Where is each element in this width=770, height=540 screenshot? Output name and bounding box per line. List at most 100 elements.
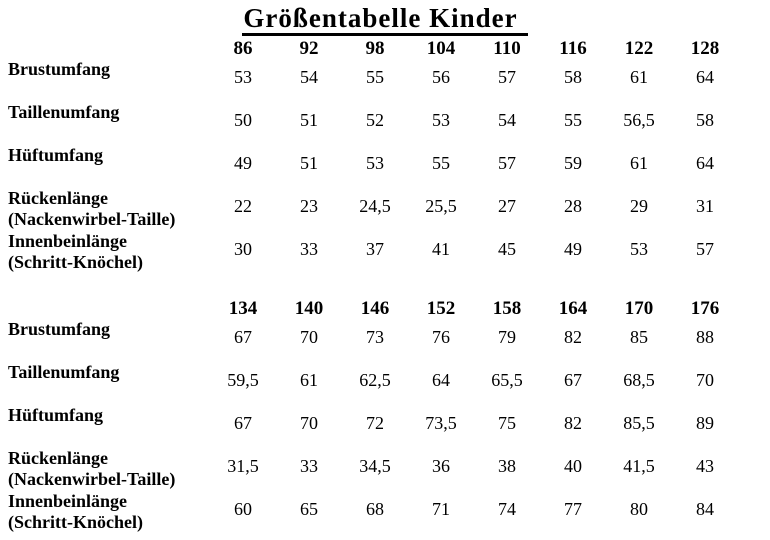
value-cell: 84 bbox=[696, 499, 714, 519]
value-cell: 68 bbox=[366, 499, 384, 519]
value-cell: 61 bbox=[630, 153, 648, 173]
value-cell: 52 bbox=[366, 110, 384, 130]
measurement-label: Brustumfang bbox=[0, 318, 210, 361]
measurement-label: Taillenumfang bbox=[0, 101, 210, 144]
value-cell: 67 bbox=[234, 327, 252, 347]
value-cell: 45 bbox=[498, 239, 516, 259]
measurement-row: Rückenlänge (Nackenwirbel-Taille) 31,5 33 34… bbox=[0, 447, 738, 490]
measurement-label: Taillenumfang bbox=[0, 361, 210, 404]
value-cell: 53 bbox=[234, 67, 252, 87]
size-header-cell: 110 bbox=[493, 38, 521, 59]
value-cell: 73 bbox=[366, 327, 384, 347]
value-cell: 51 bbox=[300, 153, 318, 173]
size-header-cell: 116 bbox=[559, 38, 587, 59]
value-cell: 59,5 bbox=[227, 370, 259, 390]
value-cell: 59 bbox=[564, 153, 582, 173]
measurement-label-line: (Nackenwirbel-Taille) bbox=[8, 469, 176, 489]
page-title: Größentabelle Kinder bbox=[0, 0, 770, 36]
measurement-label-line: Rückenlänge bbox=[8, 188, 109, 208]
value-cell: 71 bbox=[432, 499, 450, 519]
value-cell: 57 bbox=[498, 67, 516, 87]
size-header-cell: 122 bbox=[624, 38, 654, 59]
size-header-cell: 104 bbox=[426, 38, 456, 59]
measurement-row: Taillenumfang 59,5 61 62,5 64 65,5 67 68,5 70 bbox=[0, 361, 738, 404]
value-cell: 33 bbox=[300, 239, 318, 259]
size-table: 86 92 98 104 110 116 122 128 Brustumfang 53 54 55 56… bbox=[0, 36, 738, 533]
value-cell: 54 bbox=[300, 67, 318, 87]
value-cell: 60 bbox=[234, 499, 252, 519]
value-cell: 30 bbox=[234, 239, 252, 259]
measurement-label-line: Brustumfang bbox=[8, 319, 111, 339]
value-cell: 61 bbox=[630, 67, 648, 87]
value-cell: 74 bbox=[498, 499, 516, 519]
value-cell: 29 bbox=[630, 196, 648, 216]
value-cell: 34,5 bbox=[359, 456, 391, 476]
size-header-spacer bbox=[0, 273, 210, 318]
value-cell: 64 bbox=[696, 153, 714, 173]
value-cell: 54 bbox=[498, 110, 516, 130]
value-cell: 56,5 bbox=[623, 110, 655, 130]
value-cell: 38 bbox=[498, 456, 516, 476]
value-cell: 88 bbox=[696, 327, 714, 347]
value-cell: 53 bbox=[630, 239, 648, 259]
value-cell: 31 bbox=[696, 196, 714, 216]
size-header-cell: 164 bbox=[558, 298, 588, 319]
measurement-label-line: (Schritt-Knöchel) bbox=[8, 252, 143, 272]
size-header-cell: 158 bbox=[492, 298, 522, 319]
size-header-cell: 86 bbox=[233, 38, 253, 59]
value-cell: 53 bbox=[432, 110, 450, 130]
value-cell: 82 bbox=[564, 327, 582, 347]
value-cell: 27 bbox=[498, 196, 516, 216]
value-cell: 75 bbox=[498, 413, 516, 433]
page-title-text: Größentabelle Kinder bbox=[242, 5, 528, 36]
value-cell: 79 bbox=[498, 327, 516, 347]
value-cell: 28 bbox=[564, 196, 582, 216]
measurement-label: Innenbeinlänge (Schritt-Knöchel) bbox=[0, 490, 210, 533]
measurement-row: Rückenlänge (Nackenwirbel-Taille) 22 23 24,5… bbox=[0, 187, 738, 230]
value-cell: 36 bbox=[432, 456, 450, 476]
value-cell: 72 bbox=[366, 413, 384, 433]
value-cell: 70 bbox=[300, 413, 318, 433]
measurement-label-line: Innenbeinlänge bbox=[8, 491, 128, 511]
size-header-cell: 134 bbox=[228, 298, 258, 319]
measurement-row: Hüftumfang 49 51 53 55 57 59 61 64 bbox=[0, 144, 738, 187]
value-cell: 58 bbox=[696, 110, 714, 130]
measurement-label: Rückenlänge (Nackenwirbel-Taille) bbox=[0, 187, 210, 230]
value-cell: 67 bbox=[564, 370, 582, 390]
size-header-cell: 98 bbox=[365, 38, 385, 59]
measurement-label-line: Rückenlänge bbox=[8, 448, 109, 468]
measurement-label-line: Taillenumfang bbox=[8, 102, 120, 122]
value-cell: 53 bbox=[366, 153, 384, 173]
size-header-spacer bbox=[0, 36, 210, 58]
value-cell: 37 bbox=[366, 239, 384, 259]
measurement-row: Hüftumfang 67 70 72 73,5 75 82 85,5 89 bbox=[0, 404, 738, 447]
value-cell: 49 bbox=[564, 239, 582, 259]
value-cell: 65,5 bbox=[491, 370, 523, 390]
size-header-row: 86 92 98 104 110 116 122 128 bbox=[0, 36, 738, 58]
value-cell: 76 bbox=[432, 327, 450, 347]
value-cell: 80 bbox=[630, 499, 648, 519]
measurement-row: Innenbeinlänge (Schritt-Knöchel) 60 65 68 71 7… bbox=[0, 490, 738, 533]
measurement-label-line: Hüftumfang bbox=[8, 405, 104, 425]
value-cell: 24,5 bbox=[359, 196, 391, 216]
value-cell: 67 bbox=[234, 413, 252, 433]
measurement-label: Rückenlänge (Nackenwirbel-Taille) bbox=[0, 447, 210, 490]
value-cell: 68,5 bbox=[623, 370, 655, 390]
value-cell: 89 bbox=[696, 413, 714, 433]
measurement-label: Innenbeinlänge (Schritt-Knöchel) bbox=[0, 230, 210, 273]
value-cell: 64 bbox=[432, 370, 450, 390]
measurement-label-line: (Nackenwirbel-Taille) bbox=[8, 209, 176, 229]
value-cell: 43 bbox=[696, 456, 714, 476]
value-cell: 41,5 bbox=[623, 456, 655, 476]
size-header-cell: 128 bbox=[690, 38, 720, 59]
value-cell: 50 bbox=[234, 110, 252, 130]
value-cell: 85 bbox=[630, 327, 648, 347]
measurement-label-line: Brustumfang bbox=[8, 59, 111, 79]
value-cell: 58 bbox=[564, 67, 582, 87]
measurement-label-line: Taillenumfang bbox=[8, 362, 120, 382]
value-cell: 33 bbox=[300, 456, 318, 476]
size-table-body: 86 92 98 104 110 116 122 128 Brustumfang 53 54 55 56… bbox=[0, 36, 738, 533]
value-cell: 25,5 bbox=[425, 196, 457, 216]
value-cell: 23 bbox=[300, 196, 318, 216]
measurement-label: Hüftumfang bbox=[0, 144, 210, 187]
